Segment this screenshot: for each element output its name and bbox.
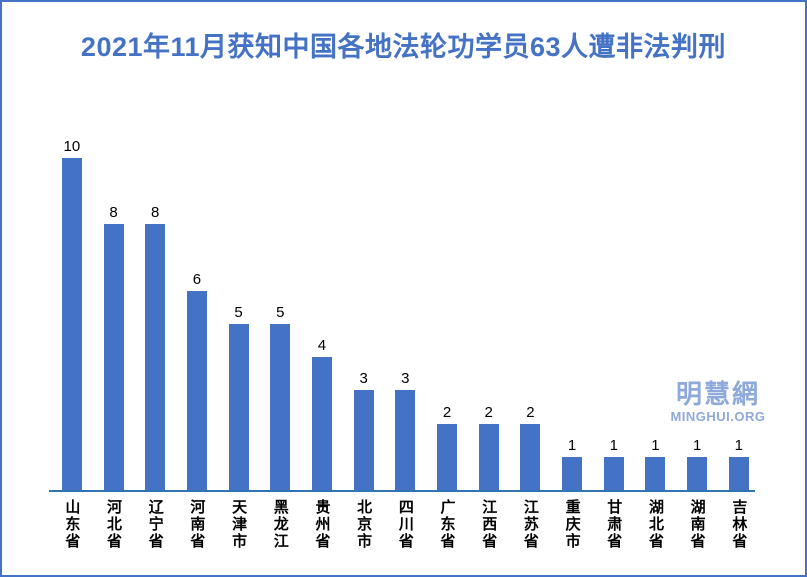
- category-label: 甘肃省: [605, 499, 623, 550]
- bar: [728, 456, 749, 490]
- bar-value-label: 5: [276, 304, 285, 321]
- bar: [103, 224, 124, 490]
- bar: [353, 390, 374, 490]
- bar-column: 3: [343, 371, 385, 490]
- bar-chart-plot-area: 10 8 8 6 5 5 4 3 3 2 2 2 1 1 1 1 1: [51, 139, 760, 490]
- bar-value-label: 1: [734, 436, 744, 454]
- bar: [687, 456, 708, 490]
- minghui-watermark: 明慧網 MINGHUI.ORG: [652, 381, 784, 423]
- bar-column: 1: [676, 438, 718, 490]
- bar-column: 10: [51, 139, 93, 490]
- bar: [228, 324, 249, 490]
- bar-value-label: 1: [651, 436, 660, 454]
- bar-column: 2: [426, 405, 468, 490]
- bar-value-label: 10: [63, 138, 81, 155]
- bar-column: 3: [385, 371, 427, 490]
- category-label: 江西省: [480, 499, 498, 550]
- bar-value-label: 1: [567, 436, 577, 454]
- category-label: 广东省: [438, 499, 456, 550]
- bar-value-label: 8: [109, 204, 118, 222]
- bar-column: 4: [301, 338, 343, 490]
- category-label: 江苏省: [521, 499, 539, 550]
- bar-column: 8: [134, 205, 176, 490]
- bar: [603, 456, 624, 490]
- bar-column: 1: [593, 438, 635, 490]
- category-label: 湖南省: [688, 499, 706, 550]
- bar: [395, 390, 416, 490]
- bar: [520, 423, 541, 490]
- bar-column: 8: [93, 205, 135, 490]
- bar-value-label: 4: [317, 337, 327, 355]
- bar-column: 5: [218, 305, 260, 490]
- bar: [437, 423, 458, 490]
- bar: [478, 423, 499, 490]
- bar: [645, 456, 666, 490]
- category-label: 河南省: [188, 499, 206, 550]
- bar-column: 2: [510, 405, 552, 490]
- category-label: 黑龙江: [271, 499, 289, 550]
- bar: [145, 224, 166, 490]
- x-axis-category-labels: 山东省 河北省 辽宁省 河南省 天津市 黑龙江 贵州省 北京市 四川省 广东省 江西省 江苏省 重庆市 甘…: [51, 499, 760, 550]
- bar-column: 5: [259, 305, 301, 490]
- bar-value-label: 2: [484, 403, 493, 421]
- minghui-watermark-latin-text: MINGHUI.ORG: [670, 409, 766, 424]
- bar: [311, 357, 332, 490]
- bar: [61, 158, 82, 490]
- bar-value-label: 6: [192, 270, 202, 288]
- category-label: 重庆市: [563, 499, 581, 550]
- minghui-watermark-cjk-text: 明慧網: [675, 379, 760, 409]
- category-label: 吉林省: [730, 499, 748, 550]
- category-label: 北京市: [355, 499, 373, 550]
- category-label: 四川省: [396, 499, 414, 550]
- bar-value-label: 1: [692, 436, 702, 454]
- bar: [562, 456, 583, 490]
- bar-column: 1: [551, 438, 593, 490]
- category-label: 河北省: [105, 499, 123, 550]
- category-label: 山东省: [63, 499, 81, 550]
- bar-column: 2: [468, 405, 510, 490]
- bar-value-label: 5: [234, 304, 243, 321]
- bar-value-label: 2: [526, 403, 535, 421]
- bar: [186, 290, 207, 490]
- bar-value-label: 3: [401, 370, 410, 388]
- category-label: 贵州省: [313, 499, 331, 550]
- bar-value-label: 3: [359, 370, 368, 388]
- bar-column: 1: [635, 438, 677, 490]
- bar-value-label: 2: [442, 403, 452, 421]
- bar-column: 1: [718, 438, 760, 490]
- category-label: 湖北省: [646, 499, 664, 550]
- bar-column: 6: [176, 272, 218, 490]
- category-label: 辽宁省: [146, 499, 164, 550]
- bar-value-label: 8: [151, 204, 160, 222]
- chart-title: 2021年11月获知中国各地法轮功学员63人遭非法判刑: [80, 32, 727, 62]
- bar: [270, 324, 291, 490]
- category-label: 天津市: [230, 499, 248, 550]
- x-axis-line: [49, 490, 755, 492]
- bar-value-label: 1: [609, 436, 618, 454]
